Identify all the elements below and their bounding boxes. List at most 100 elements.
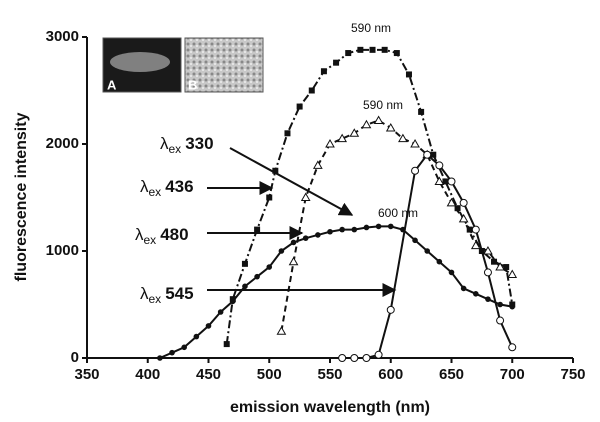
label-subscript: ex (149, 292, 162, 306)
series-line (159, 225, 513, 359)
label-subscript: ex (144, 233, 157, 247)
label-symbol: λ (160, 134, 169, 153)
series-line (225, 48, 514, 345)
marker (393, 50, 400, 57)
marker (442, 178, 449, 185)
y-tick-label: 2000 (46, 135, 79, 152)
marker (459, 198, 468, 207)
label-subscript: ex (169, 142, 182, 156)
marker (349, 128, 360, 137)
marker (181, 344, 187, 351)
marker (508, 343, 517, 352)
marker (373, 115, 384, 124)
marker (333, 59, 340, 66)
x-tick-label: 500 (257, 366, 282, 383)
marker (430, 151, 437, 158)
marker (405, 71, 412, 78)
marker (205, 323, 212, 329)
label-value: 480 (160, 225, 188, 244)
marker (357, 46, 364, 53)
marker (447, 177, 456, 186)
marker (448, 269, 455, 276)
marker (471, 225, 480, 234)
marker (193, 333, 200, 340)
annotation: 600 nm (378, 206, 418, 220)
marker (266, 194, 273, 201)
marker (327, 228, 333, 235)
marker (361, 119, 372, 129)
y-axis-title: fluorescence intensity (13, 112, 30, 281)
marker (470, 240, 481, 250)
marker (315, 232, 321, 238)
marker (369, 46, 376, 53)
marker (434, 176, 445, 185)
marker (308, 87, 315, 94)
marker (217, 309, 224, 315)
marker (483, 245, 493, 255)
label-value: 330 (185, 134, 213, 153)
marker (290, 239, 297, 246)
series-label: λex 330 (160, 134, 214, 156)
marker (466, 226, 473, 233)
marker (435, 161, 444, 170)
marker (312, 160, 323, 169)
marker (300, 192, 311, 201)
x-tick-label: 450 (196, 366, 221, 383)
marker (362, 354, 371, 362)
marker (381, 46, 388, 53)
x-tick-label: 400 (135, 366, 160, 383)
marker (241, 260, 248, 267)
marker (503, 264, 510, 271)
marker (254, 273, 260, 280)
label-value: 436 (165, 177, 193, 196)
annotation: 590 nm (363, 98, 403, 112)
marker (411, 166, 420, 175)
marker (325, 138, 335, 148)
label-symbol: λ (140, 177, 149, 196)
marker (350, 354, 359, 362)
marker (485, 296, 491, 302)
marker (337, 133, 348, 143)
marker (458, 213, 469, 223)
marker (496, 316, 505, 325)
marker (385, 122, 396, 132)
marker (446, 197, 457, 207)
series-line (280, 119, 513, 332)
label-subscript: ex (149, 185, 162, 199)
x-axis-title: emission wavelength (nm) (230, 399, 430, 416)
x-tick-label: 600 (378, 366, 403, 383)
x-tick-label: 750 (560, 366, 585, 383)
label-symbol: λ (135, 225, 144, 244)
y-tick-label: 1000 (46, 242, 79, 259)
label-symbol: λ (140, 284, 149, 303)
x-tick-label: 650 (439, 366, 464, 383)
marker (284, 130, 291, 137)
marker (436, 258, 443, 265)
marker (423, 150, 432, 159)
marker (296, 103, 303, 110)
marker (386, 305, 395, 314)
marker (351, 226, 358, 233)
marker (483, 268, 492, 277)
inset-label: B (188, 77, 197, 92)
marker (272, 167, 279, 174)
marker (460, 285, 467, 292)
marker (169, 349, 175, 356)
inset-b (184, 37, 264, 93)
arrow (229, 147, 354, 216)
marker (229, 296, 236, 303)
inset-label: A (107, 77, 117, 92)
series-label: λex 545 (140, 284, 194, 306)
marker (454, 205, 461, 212)
marker (302, 235, 309, 241)
x-tick-label: 550 (317, 366, 342, 383)
marker (242, 283, 248, 290)
y-tick-label: 0 (71, 349, 79, 366)
marker (288, 256, 299, 266)
marker (374, 350, 383, 359)
marker (339, 226, 345, 233)
marker (491, 258, 498, 265)
series-label: λex 436 (140, 177, 194, 199)
marker (424, 248, 431, 254)
